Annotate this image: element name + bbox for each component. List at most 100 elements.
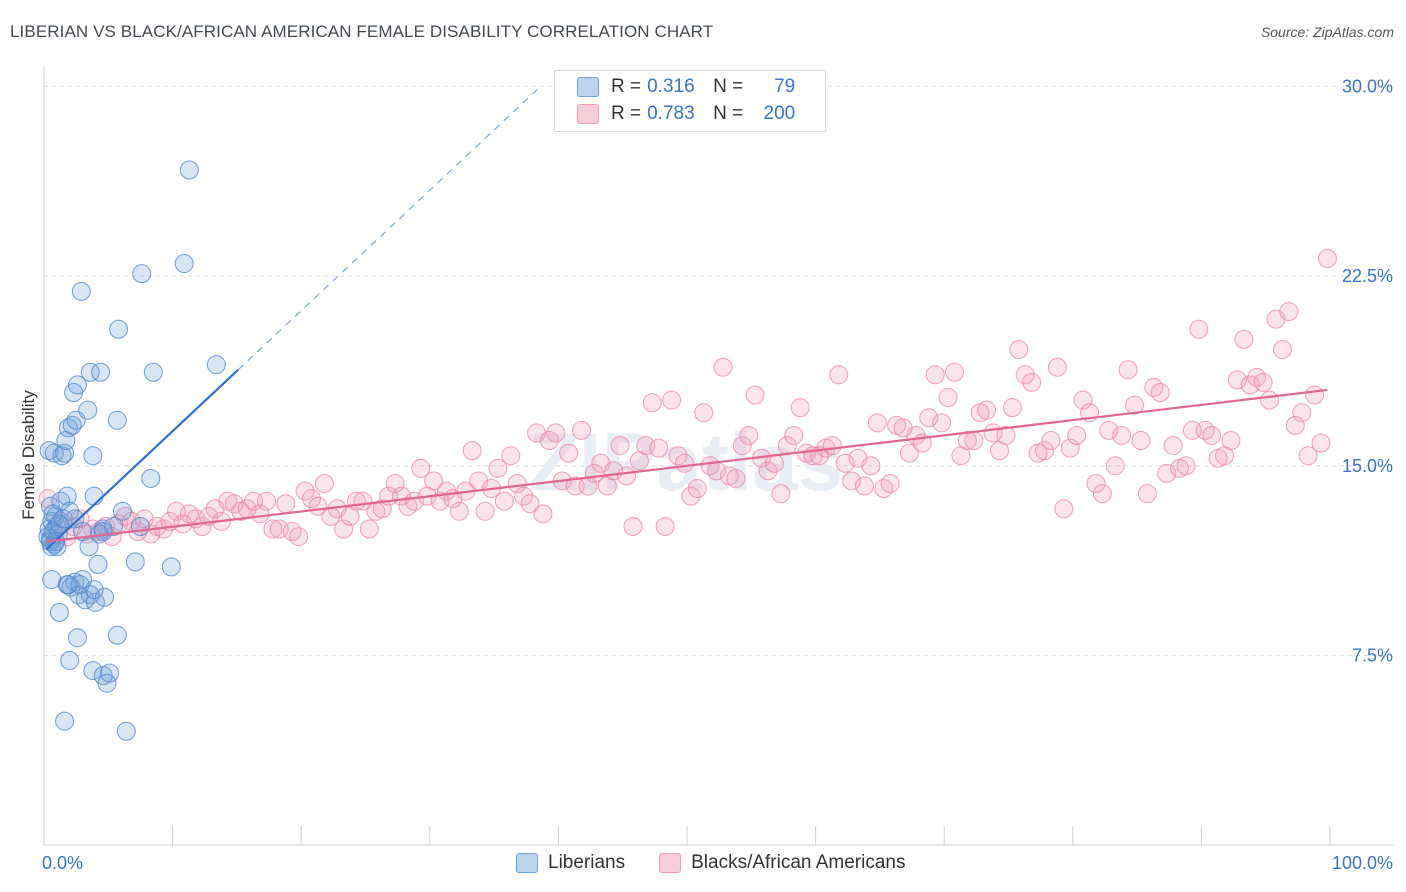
data-point [334, 519, 354, 539]
data-point [179, 504, 199, 524]
data-point [835, 453, 855, 473]
data-point [1272, 340, 1292, 360]
data-point [514, 486, 534, 506]
data-point [1253, 372, 1273, 392]
data-point [732, 436, 752, 456]
data-point [289, 527, 309, 547]
data-point [107, 625, 127, 645]
data-point [1227, 370, 1247, 390]
data-point [125, 552, 145, 572]
legend-r-label: R = [611, 103, 642, 124]
data-point [49, 514, 69, 534]
data-point [874, 479, 894, 499]
legend-n-label: N = [713, 76, 744, 97]
data-point [83, 661, 103, 681]
data-point [726, 468, 746, 488]
data-point [1105, 456, 1125, 476]
data-point [39, 441, 59, 461]
data-point [424, 471, 444, 491]
data-point [867, 413, 887, 433]
data-point [1035, 441, 1055, 461]
legend-n-value: 79 [774, 76, 796, 97]
data-point [1125, 395, 1145, 415]
data-point [610, 436, 630, 456]
data-point [655, 516, 675, 536]
legend-item-blacks: Blacks/African Americans [659, 852, 905, 874]
data-point [67, 628, 87, 648]
data-point [78, 400, 98, 420]
data-point [1279, 302, 1299, 322]
data-point [263, 519, 283, 539]
data-point [57, 486, 77, 506]
data-point [861, 456, 881, 476]
data-point [103, 516, 123, 536]
data-point [932, 413, 952, 433]
data-point [359, 519, 379, 539]
data-point [533, 504, 553, 524]
data-point [398, 496, 418, 516]
data-point [107, 410, 127, 430]
data-point [1150, 382, 1170, 402]
source-label: Source: ZipAtlas.com [1260, 24, 1394, 40]
data-point [1047, 357, 1067, 377]
data-point [854, 476, 874, 496]
data-point [174, 254, 194, 274]
data-point [83, 446, 103, 466]
y-tick-label: 7.5% [1352, 645, 1393, 665]
data-point [1311, 433, 1331, 453]
data-point [295, 481, 315, 501]
data-point [462, 441, 482, 461]
data-point [1163, 436, 1183, 456]
data-point [494, 491, 514, 511]
data-point [1137, 484, 1157, 504]
stats-legend: R = 0.316 N = 79 R = 0.783 N = 200 [554, 70, 826, 132]
legend-item-liberians: Liberians [516, 852, 625, 874]
data-point [84, 580, 104, 600]
data-point [1073, 390, 1093, 410]
data-point [674, 453, 694, 473]
data-point [1292, 403, 1312, 423]
data-point [1022, 372, 1042, 392]
data-point [256, 491, 276, 511]
data-point [1234, 329, 1254, 349]
data-point [372, 499, 392, 519]
liberian-trend-line [45, 368, 239, 551]
data-point [67, 375, 87, 395]
data-point [130, 516, 150, 536]
data-point [1131, 431, 1151, 451]
data-point [546, 423, 566, 443]
data-point [559, 443, 579, 463]
data-point [62, 415, 82, 435]
data-point [58, 575, 78, 595]
data-point [44, 443, 64, 463]
data-point [60, 650, 80, 670]
data-point [784, 425, 804, 445]
y-tick-label: 15.0% [1342, 456, 1393, 476]
data-point [282, 522, 302, 542]
data-point [1195, 420, 1215, 440]
data-point [539, 431, 559, 451]
data-point [112, 501, 132, 521]
data-point [449, 501, 469, 521]
data-point [1092, 484, 1112, 504]
data-point [301, 489, 321, 509]
data-point [1099, 420, 1119, 440]
y-tick-labels: 7.5% 15.0% 22.5% 30.0% [1342, 77, 1393, 666]
data-point [507, 473, 527, 493]
data-point [1285, 415, 1305, 435]
series-legend: Liberians Blacks/African Americans [516, 852, 939, 874]
data-point [842, 471, 862, 491]
data-point [314, 473, 334, 493]
data-point [1086, 473, 1106, 493]
data-point [143, 362, 163, 382]
data-point [97, 673, 117, 693]
data-point [1202, 425, 1222, 445]
legend-row-blacks: R = 0.783 N = 200 [577, 102, 795, 126]
data-point [84, 486, 104, 506]
data-point [758, 461, 778, 481]
data-point [488, 458, 508, 478]
data-point [91, 362, 111, 382]
data-point [116, 721, 136, 741]
data-point [1060, 438, 1080, 458]
